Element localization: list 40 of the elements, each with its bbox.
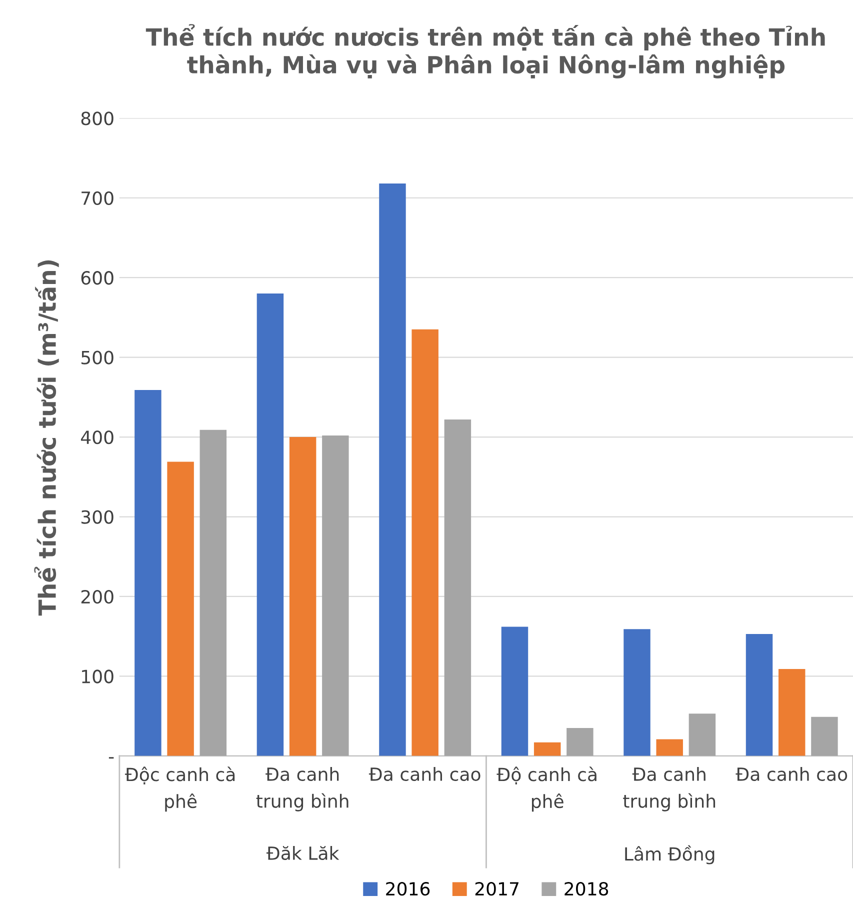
bar xyxy=(256,294,284,756)
legend-label: 2017 xyxy=(475,882,518,896)
y-tick-label: 700 xyxy=(82,191,114,205)
y-axis-title: Thể tích nước tưới (m³/tấn) xyxy=(34,260,59,616)
bar xyxy=(167,462,194,756)
legend-label: 2016 xyxy=(386,882,430,896)
bar xyxy=(656,739,683,756)
y-tick-label: 800 xyxy=(81,112,114,126)
chart-title: Thể tích nước nươcis trên một tấn cà phê theo Tỉnh thành, Mùa vụ và Phân loại Nông-lâm nghiệp xyxy=(146,24,825,78)
text: Đăk Lăk xyxy=(266,846,340,860)
legend-label: 2018 xyxy=(564,882,608,896)
bar xyxy=(412,329,438,756)
y-tick-label: 300 xyxy=(81,510,114,524)
x-tick-label: Đa canh cao xyxy=(368,767,480,782)
y-tick-label: 500 xyxy=(81,350,114,364)
x-tick-label: Đa canh trung bình xyxy=(623,767,716,812)
bar xyxy=(746,634,773,756)
y-tick-label: 600 xyxy=(81,271,114,285)
bar xyxy=(566,728,594,756)
bar xyxy=(322,435,349,756)
y-tick-label: - xyxy=(108,757,114,759)
bar xyxy=(811,716,838,756)
bar xyxy=(501,626,528,756)
y-tick-label: 200 xyxy=(81,590,114,604)
bar xyxy=(688,714,716,756)
bar xyxy=(200,430,227,756)
x-tick-label: Đa canh cao xyxy=(736,767,848,782)
x-tick-label: Đa canh trung bình xyxy=(256,767,348,812)
y-tick-label: 400 xyxy=(80,430,114,444)
bar xyxy=(289,437,316,756)
bar xyxy=(444,420,472,756)
bar xyxy=(624,629,650,756)
bar xyxy=(534,742,561,756)
bar xyxy=(379,184,406,756)
text: Lâm Đồng xyxy=(625,845,714,864)
bar xyxy=(778,669,806,756)
y-tick-label: 100 xyxy=(82,670,114,684)
x-tick-label: Độ canh cà phê xyxy=(496,766,596,812)
x-tick-label: Độc canh cà phê xyxy=(124,766,235,812)
bar xyxy=(134,390,162,756)
